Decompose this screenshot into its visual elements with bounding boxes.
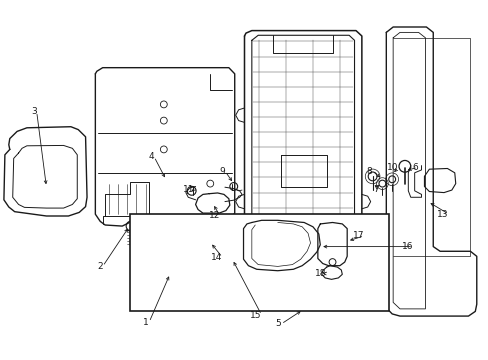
Text: 5: 5 [275,320,281,328]
Text: 4: 4 [148,152,154,161]
Text: 6: 6 [411,163,417,172]
Text: 3: 3 [31,107,37,116]
Text: 12: 12 [208,211,220,220]
Bar [129,214,388,311]
Text: 7: 7 [372,184,378,194]
Text: 1: 1 [143,318,149,327]
Text: 18: 18 [314,269,326,278]
Text: 16: 16 [401,242,412,251]
Text: 2: 2 [97,262,102,271]
Text: 9: 9 [219,166,224,175]
Text: 8: 8 [366,166,372,175]
Text: 11: 11 [183,184,194,194]
Text: 13: 13 [436,210,448,219]
Text: 14: 14 [211,253,222,262]
Text: 17: 17 [352,231,364,240]
Text: 15: 15 [249,310,261,320]
Text: 10: 10 [386,163,398,172]
